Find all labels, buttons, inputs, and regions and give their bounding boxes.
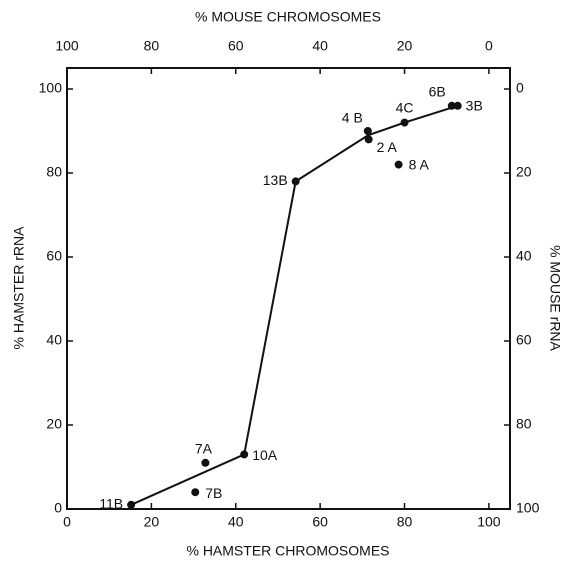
trend-line	[130, 104, 458, 506]
data-point	[394, 160, 403, 169]
data-point	[453, 101, 462, 110]
y2-tick-label: 80	[516, 416, 532, 432]
data-point	[363, 127, 372, 135]
x2-tick-label: 100	[55, 38, 79, 54]
point-label: 8 A	[409, 156, 430, 172]
y2-tick-label: 60	[516, 332, 532, 348]
plot-frame	[66, 67, 511, 510]
x2-tick-label: 80	[144, 38, 160, 54]
y-tick-label: 80	[46, 164, 62, 180]
point-label: 7A	[195, 441, 213, 457]
x-tick-label: 80	[397, 514, 413, 530]
point-label: 3B	[466, 98, 483, 114]
point-label: 4 B	[342, 110, 363, 126]
point-label: 11B	[99, 496, 123, 512]
y2-axis-label: % MOUSE rRNA	[547, 245, 563, 351]
x2-axis-label: % MOUSE CHROMOSOMES	[195, 9, 381, 25]
x-tick-label: 20	[144, 514, 160, 530]
x-axis-label: % HAMSTER CHROMOSOMES	[186, 543, 389, 559]
point-label: 7B	[205, 485, 222, 501]
data-point	[291, 177, 300, 186]
data-point	[400, 118, 409, 127]
x-tick-label: 0	[63, 514, 71, 530]
point-label: 2 A	[377, 139, 398, 155]
point-label: 13B	[263, 172, 288, 188]
y-tick-label: 0	[54, 500, 62, 516]
y2-tick-label: 0	[516, 80, 524, 96]
point-label: 4C	[396, 99, 414, 115]
x2-tick-label: 40	[312, 38, 328, 54]
x2-tick-label: 60	[228, 38, 244, 54]
x-tick-label: 60	[312, 514, 328, 530]
x2-tick-label: 20	[397, 38, 413, 54]
x-tick-label: 100	[477, 514, 501, 530]
y-axis-label: % HAMSTER rRNA	[11, 226, 27, 350]
data-point	[201, 458, 210, 467]
y-tick-label: 20	[46, 416, 62, 432]
x-tick-label: 40	[228, 514, 244, 530]
y-tick-label: 100	[39, 80, 63, 96]
y-tick-label: 40	[46, 332, 62, 348]
y2-tick-label: 100	[516, 500, 540, 516]
data-point	[127, 500, 136, 509]
point-label: 6B	[429, 84, 446, 100]
x2-tick-label: 0	[485, 38, 493, 54]
data-point	[447, 101, 456, 110]
data-point	[240, 450, 249, 459]
point-label: 10A	[252, 447, 278, 463]
data-point	[191, 488, 200, 497]
y2-tick-label: 20	[516, 164, 532, 180]
y2-tick-label: 40	[516, 248, 532, 264]
y-tick-label: 60	[46, 248, 62, 264]
data-point	[364, 135, 373, 144]
